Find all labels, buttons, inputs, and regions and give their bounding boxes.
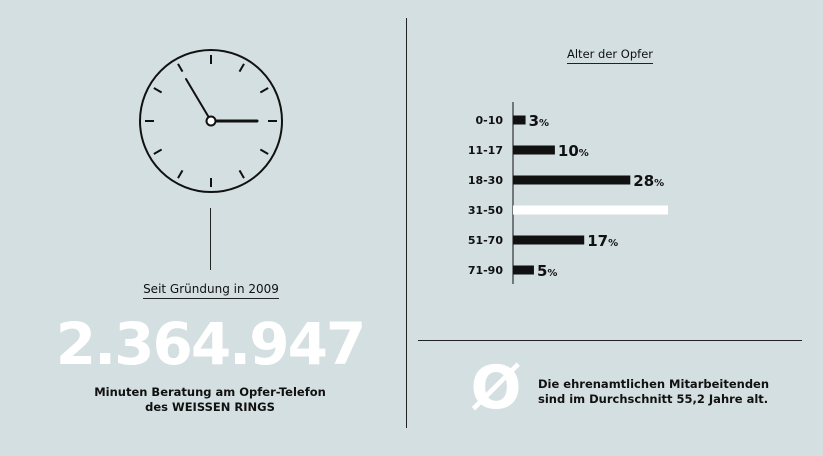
- clock-tick: [259, 87, 269, 94]
- clock-tick: [177, 169, 184, 179]
- age-bar-chart: 0-10 3% 11-17 10% 18-30 28% 31-50 51-70 17% 71-90…: [468, 102, 668, 284]
- clock-tick: [153, 87, 163, 94]
- bar-value-label: 28%: [633, 172, 664, 190]
- average-age-text: Die ehrenamtlichen Mitarbeitenden sind i…: [538, 377, 798, 407]
- clock-tick: [238, 169, 245, 179]
- average-line-2: sind im Durchschnitt 55,2 Jahre alt.: [538, 392, 769, 406]
- average-line-1: Die ehrenamtlichen Mitarbeitenden: [538, 377, 770, 391]
- bar: [513, 235, 585, 245]
- clock-minute-hand: [185, 78, 212, 122]
- category-label: 18-30: [468, 174, 504, 187]
- clock-face: [139, 49, 283, 193]
- bar-value-label: 5%: [537, 262, 557, 280]
- bar: [513, 115, 526, 125]
- clock-ticks: [145, 55, 277, 187]
- since-label: Seit Gründung in 2009: [112, 282, 310, 299]
- minutes-total: 2.364.947: [55, 310, 367, 378]
- clock-tick: [153, 148, 163, 155]
- category-label: 0-10: [475, 114, 503, 127]
- since-label-text: Seit Gründung in 2009: [143, 282, 279, 299]
- category-label: 11-17: [468, 144, 503, 157]
- category-label: 71-90: [468, 264, 504, 277]
- horizontal-divider: [418, 340, 802, 341]
- bar-value-label: 3%: [529, 112, 549, 130]
- clock-tick: [238, 63, 245, 73]
- bar-value-label: 17%: [587, 232, 618, 250]
- category-label: 51-70: [468, 234, 504, 247]
- bar-value-label: 10%: [558, 142, 589, 160]
- clock-tick: [259, 148, 269, 155]
- bar-highlight: [513, 205, 668, 215]
- connector-line: [210, 208, 211, 270]
- minutes-caption: Minuten Beratung am Opfer-Telefon des WE…: [60, 385, 360, 415]
- caption-line-2: des WEISSEN RINGS: [145, 400, 275, 414]
- chart-title-text: Alter der Opfer: [567, 47, 653, 64]
- vertical-divider: [406, 18, 407, 428]
- bar: [513, 145, 555, 155]
- clock-center: [205, 115, 217, 127]
- average-symbol: Ø: [470, 353, 522, 423]
- bar: [513, 175, 631, 185]
- category-label: 31-50: [468, 204, 504, 217]
- chart-title: Alter der Opfer: [510, 47, 710, 64]
- clock-icon: [139, 49, 283, 193]
- caption-line-1: Minuten Beratung am Opfer-Telefon: [94, 385, 326, 399]
- clock-tick: [177, 63, 184, 73]
- bar: [513, 265, 534, 275]
